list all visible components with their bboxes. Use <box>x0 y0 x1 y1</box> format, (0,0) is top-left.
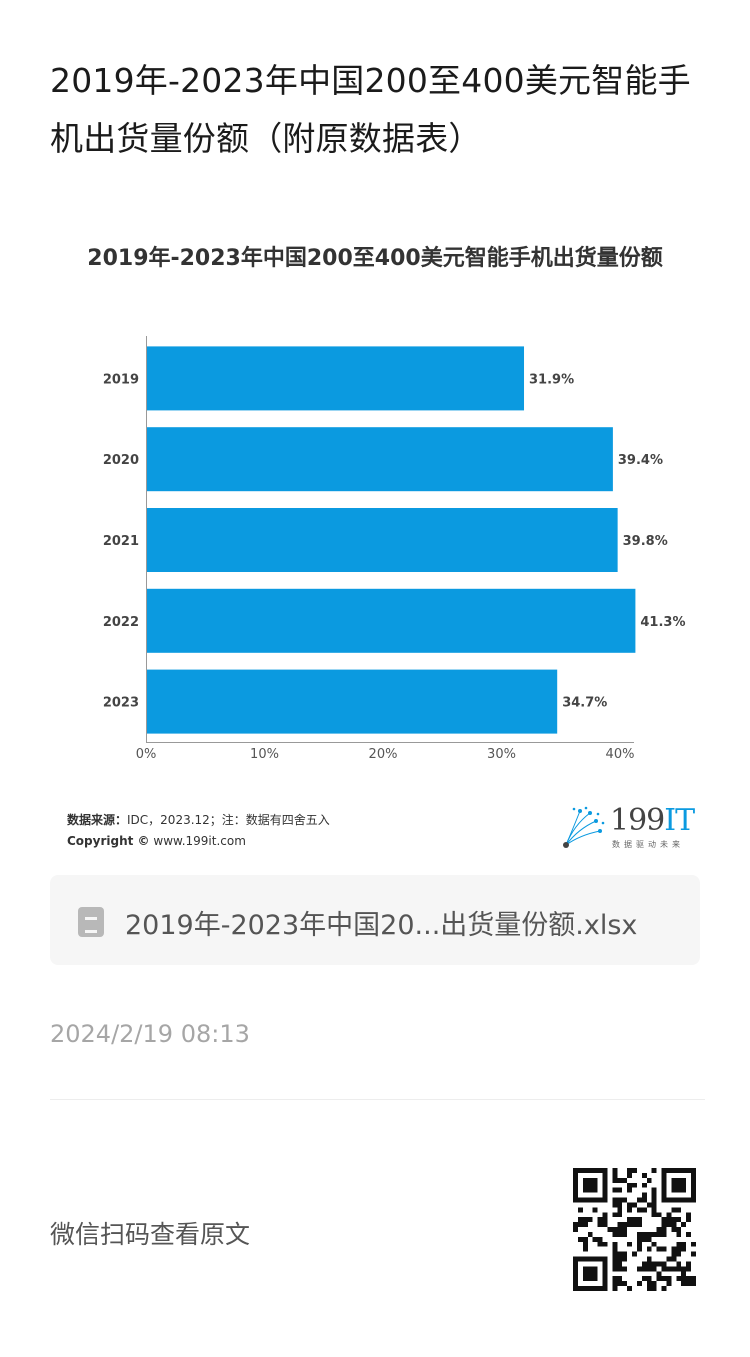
dandelion-logo-icon <box>563 806 605 848</box>
qr-modules <box>573 1168 696 1291</box>
category-label: 2023 <box>103 696 139 711</box>
data-label: 41.3% <box>640 615 685 630</box>
category-label: 2020 <box>103 453 139 468</box>
article-title: 2019年-2023年中国200至400美元智能手机出货量份额（附原数据表） <box>50 61 691 158</box>
divider <box>50 1099 705 1100</box>
bar-chart: 2019 31.9% 2020 39.4% 2021 39.8% 2022 41.3% 2023… <box>103 336 686 762</box>
x-tick-label: 10% <box>250 747 279 762</box>
x-tick-label: 0% <box>136 747 157 762</box>
data-label: 39.4% <box>618 453 663 468</box>
brand-logo: 199IT 数据驱动未来 <box>560 803 700 853</box>
chart-bar <box>146 669 558 734</box>
chart-bar <box>146 427 613 492</box>
x-tick-label: 30% <box>487 747 516 762</box>
category-label: 2019 <box>103 372 139 387</box>
data-label: 34.7% <box>562 696 607 711</box>
source-note: 数据来源：IDC，2023.12；注：数据有四舍五入 Copyright © w… <box>67 810 330 852</box>
brand-tagline: 数据驱动未来 <box>612 840 684 849</box>
category-label: 2022 <box>103 615 139 630</box>
source-label: 数据来源： <box>67 813 128 827</box>
data-label: 39.8% <box>623 534 668 549</box>
attachment-file-card[interactable]: 2019年-2023年中国20...出货量份额.xlsx <box>50 875 700 965</box>
chart-title: 2019年-2023年中国200至400美元智能手机出货量份额 <box>87 246 663 271</box>
category-label: 2021 <box>103 534 139 549</box>
brand-name: 199IT <box>610 803 695 838</box>
chart-card: 2019年-2023年中国200至400美元智能手机出货量份额 2019 31.9… <box>0 220 750 860</box>
x-tick-label: 20% <box>369 747 398 762</box>
publish-timestamp: 2024/2/19 08:13 <box>50 1020 250 1048</box>
attachment-file-name: 2019年-2023年中国20...出货量份额.xlsx <box>125 910 638 941</box>
chart-bar <box>146 588 636 653</box>
scan-prompt: 微信扫码查看原文 <box>50 1220 251 1249</box>
x-tick-label: 40% <box>606 747 635 762</box>
chart-bar <box>146 508 618 572</box>
source-text: IDC，2023.12；注：数据有四舍五入 <box>127 813 330 827</box>
spreadsheet-file-icon <box>78 907 104 937</box>
qr-code-icon[interactable] <box>573 1168 696 1291</box>
chart-bar <box>146 346 525 411</box>
data-label: 31.9% <box>529 372 574 387</box>
copyright-url: www.199it.com <box>153 834 246 848</box>
copyright-label: Copyright © <box>67 834 150 848</box>
